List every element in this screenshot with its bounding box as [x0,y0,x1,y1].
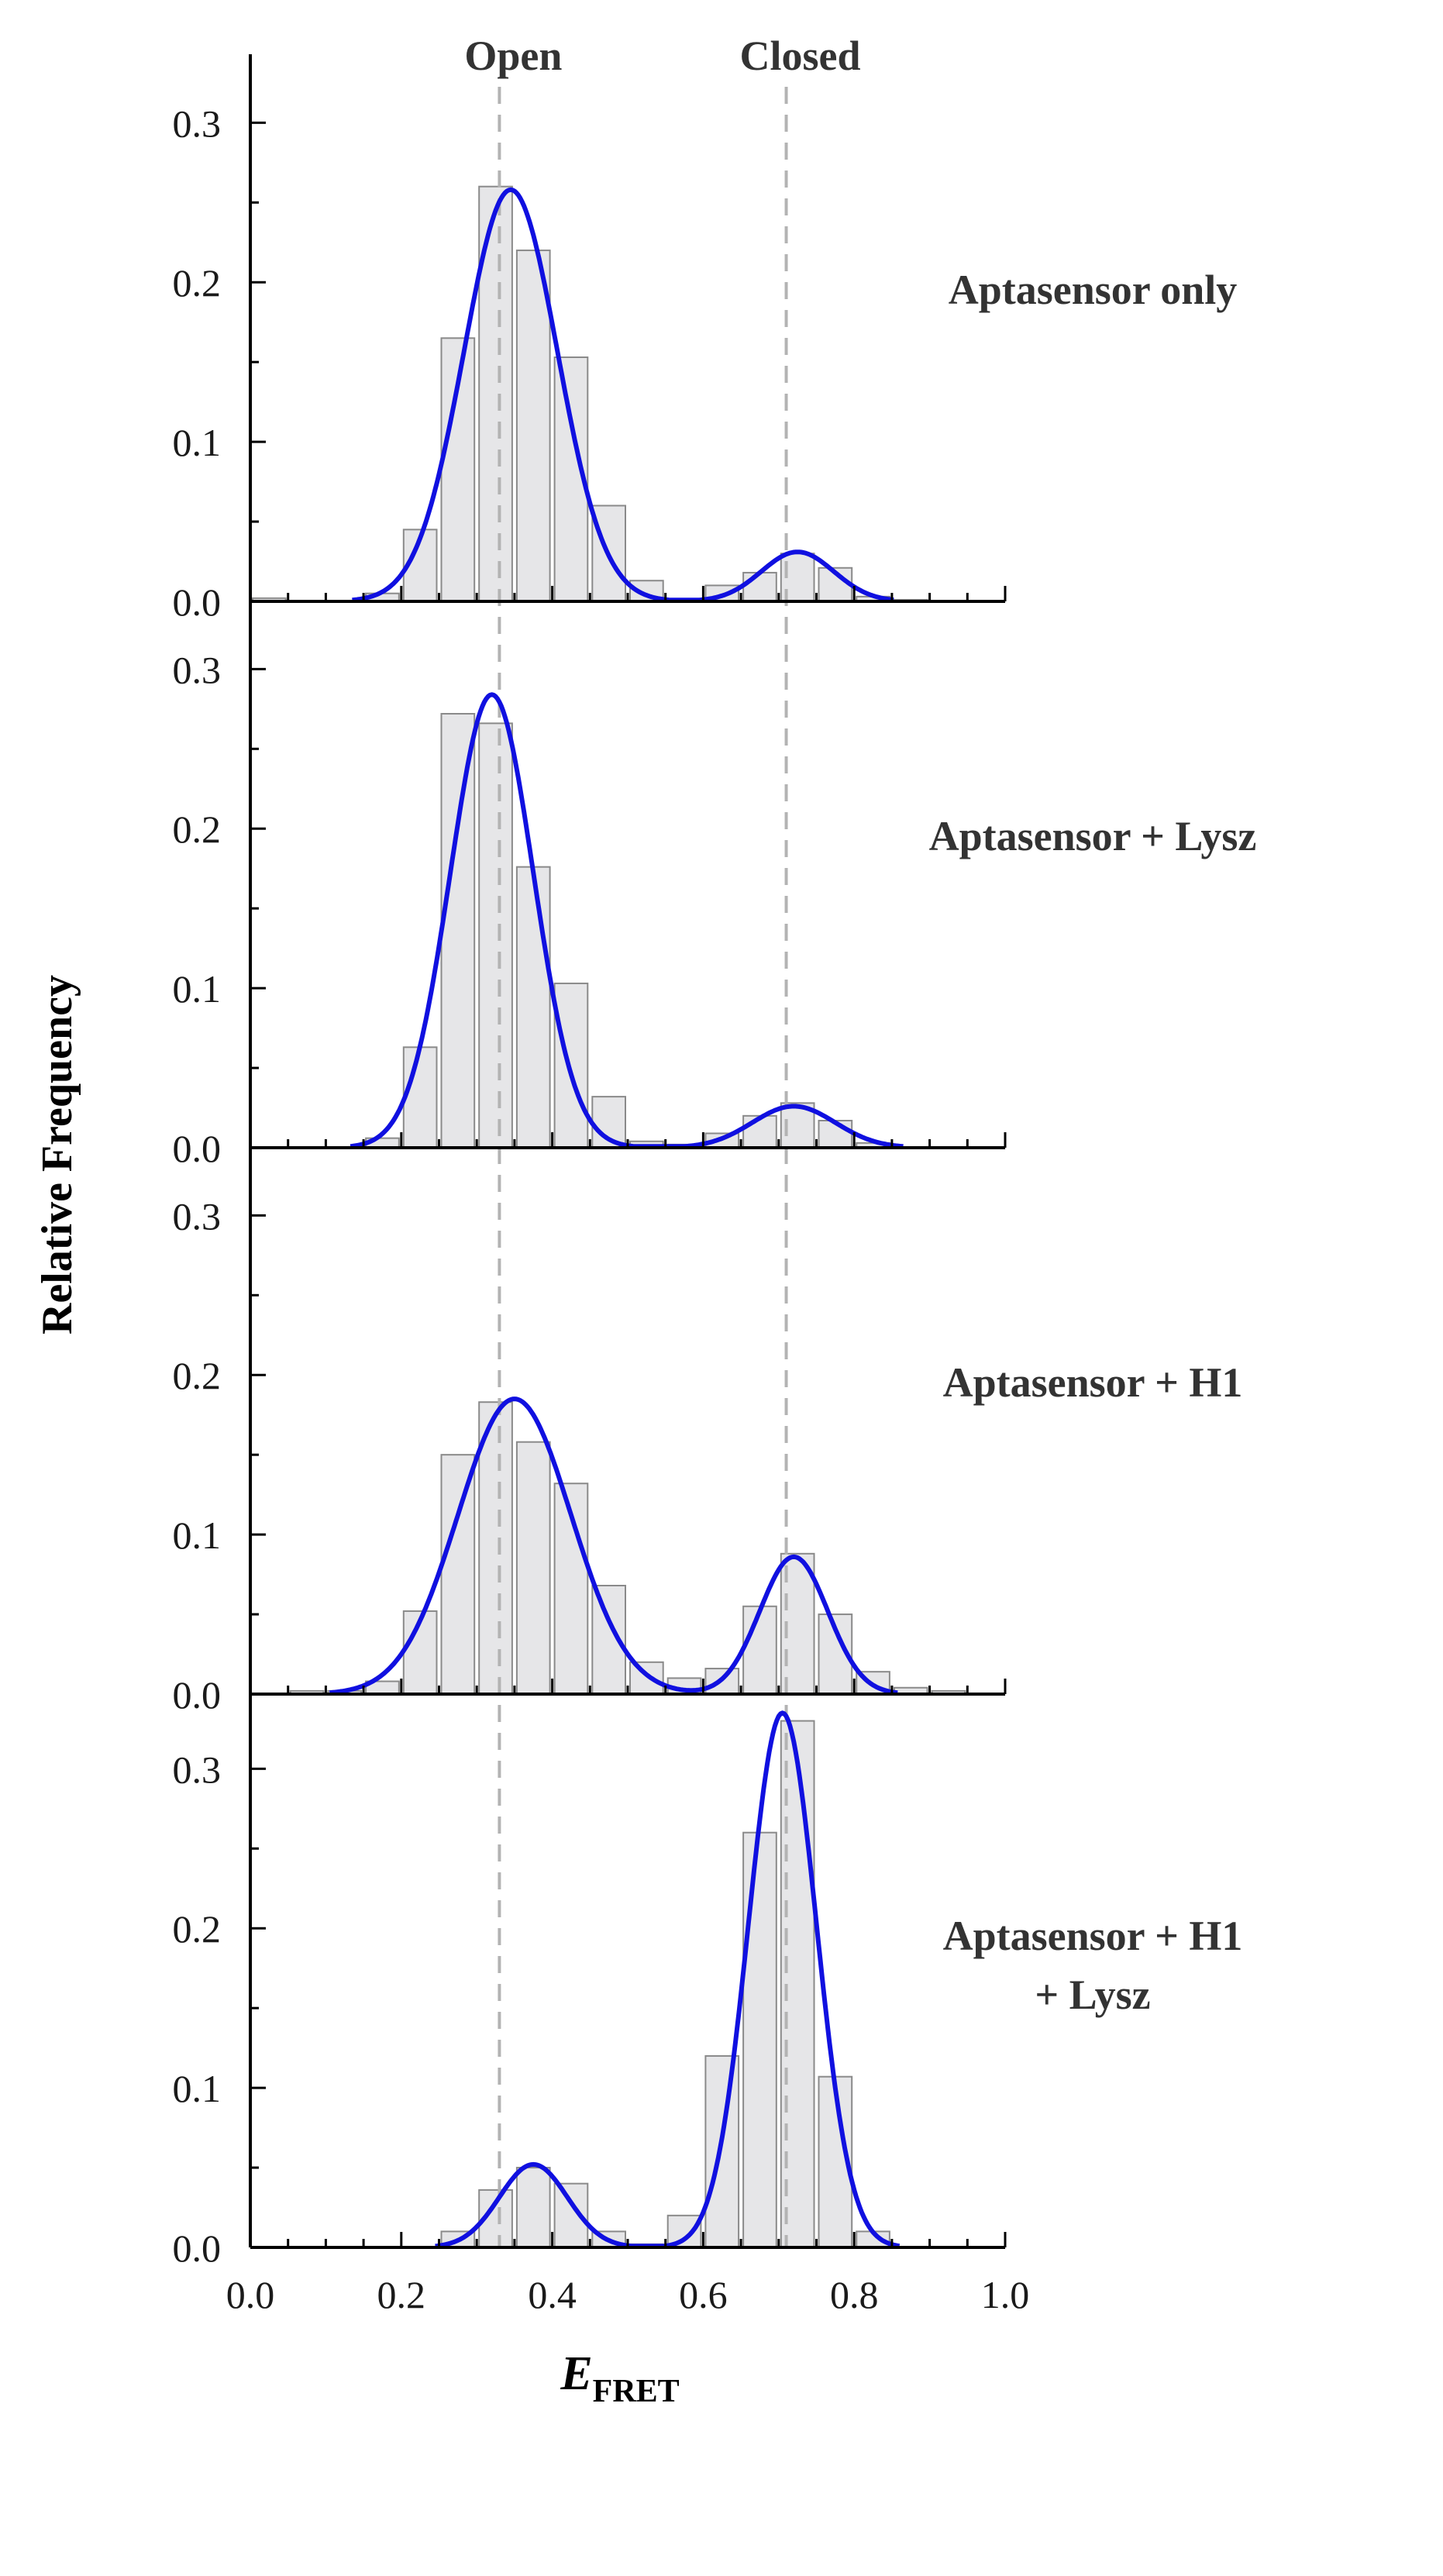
x-tick-label-3: 0.6 [679,2273,728,2316]
histogram-bar-p3-14 [742,1605,777,1695]
x-axis-label-subscript: FRET [593,2374,680,2409]
fit-curves-layer [329,187,904,2249]
y-tick-label-panel-1-3: 0.3 [173,102,222,145]
histogram-bar-p3-7 [478,1401,513,1696]
histogram-bar-p3-11 [629,1661,664,1695]
state-label-open: Open [464,33,562,79]
reference-lines-layer [498,87,788,2247]
x-tick-label-5: 1.0 [981,2273,1030,2316]
histogram-bar-p3-6 [440,1454,476,1696]
x-tick-label-4: 0.8 [830,2273,879,2316]
y-axis-label: Relative Frequency [33,975,81,1334]
histogram-bar-p2-9 [553,982,589,1149]
histogram-bar-p2-6 [440,713,476,1149]
x-tick-label-0: 0.0 [226,2273,275,2316]
histogram-bar-p4-14 [742,1831,777,2248]
y-tick-label-panel-4-0: 0.0 [173,2226,222,2270]
y-tick-label-panel-3-3: 0.3 [173,1194,222,1238]
y-tick-label-panel-2-1: 0.1 [173,967,222,1011]
x-tick-label-1: 0.2 [377,2273,426,2316]
histogram-bar-p1-14 [742,571,777,602]
histogram-bar-p2-14 [742,1114,777,1149]
histogram-bar-p2-5 [402,1046,438,1149]
y-tick-label-panel-4-3: 0.3 [173,1748,222,1791]
axes-layer [249,54,1007,2249]
histogram-bar-p2-8 [515,866,551,1149]
y-tick-label-panel-1-1: 0.1 [173,421,222,464]
y-tick-label-panel-4-1: 0.1 [173,2067,222,2110]
panel-label-4-line-2: + Lysz [1035,1972,1150,2018]
y-tick-label-panel-3-2: 0.2 [173,1354,222,1397]
x-axis-label-main: E [560,2347,592,2400]
y-tick-label-panel-3-0: 0.0 [173,1673,222,1717]
histogram-bar-p4-8 [515,2167,551,2249]
y-tick-label-panel-2-2: 0.2 [173,808,222,851]
panel-label-4-line-1: Aptasensor + H1 [943,1913,1243,1959]
histogram-bar-p2-7 [478,722,513,1149]
panel-label-2-line-1: Aptasensor + Lysz [929,813,1257,859]
y-tick-label-panel-1-0: 0.0 [173,580,222,624]
y-tick-label-panel-1-2: 0.2 [173,261,222,305]
state-label-closed: Closed [740,33,861,79]
y-tick-label-panel-2-0: 0.0 [173,1127,222,1170]
y-tick-label-panel-3-1: 0.1 [173,1514,222,1557]
fit-curve-panel-1 [351,187,894,603]
histogram-bar-p4-13 [704,2054,740,2248]
histogram-bars-layer [252,185,966,2249]
fit-curve-panel-2 [350,692,904,1149]
fit-curve-panel-4 [435,1710,901,2249]
y-tick-label-panel-2-3: 0.3 [173,648,222,691]
y-tick-label-panel-4-2: 0.2 [173,1907,222,1951]
x-tick-label-2: 0.4 [528,2273,577,2316]
histogram-bar-p1-8 [515,250,551,602]
histogram-bar-p3-8 [515,1441,551,1696]
x-axis-label: EFRET [560,2347,679,2409]
panel-label-1-line-1: Aptasensor only [949,267,1238,313]
labels-layer: Open Closed 0.0 0.1 0.2 0.3 Aptasensor only 0.0… [33,33,1256,2409]
fit-curve-panel-3 [329,1396,898,1696]
panel-label-3-line-1: Aptasensor + H1 [943,1359,1243,1406]
